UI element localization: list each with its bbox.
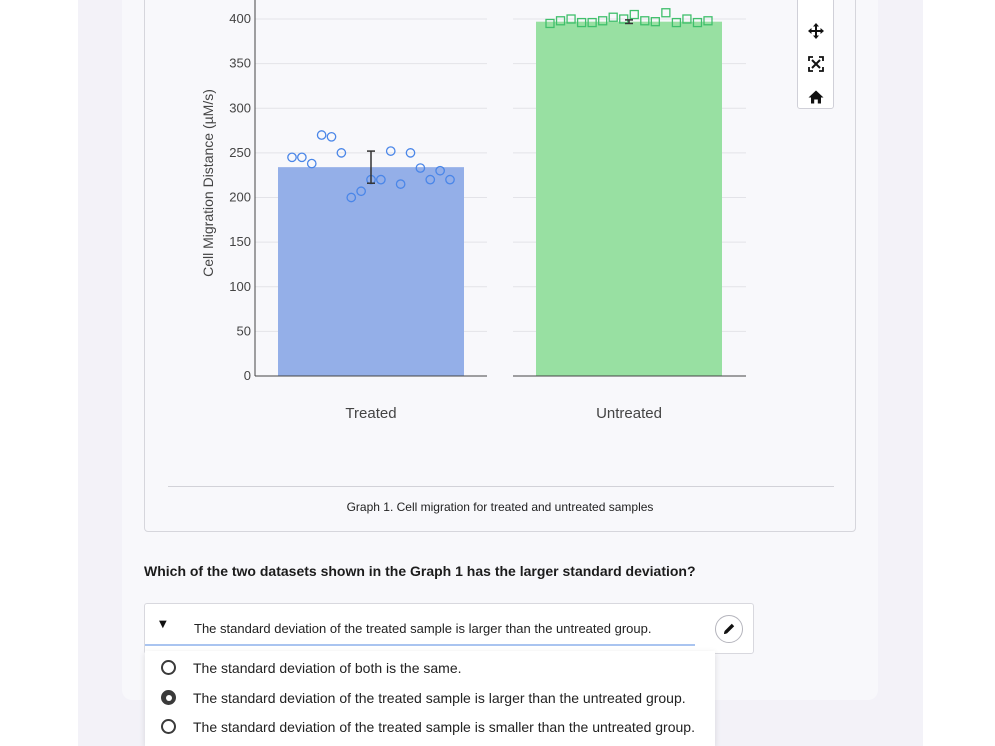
data-point bbox=[445, 174, 455, 185]
data-point bbox=[326, 131, 337, 142]
data-point bbox=[336, 148, 347, 158]
data-point bbox=[435, 165, 445, 176]
data-point bbox=[587, 17, 597, 28]
data-point bbox=[545, 18, 555, 29]
option-label: The standard deviation of both is the sa… bbox=[193, 660, 462, 676]
data-point bbox=[629, 9, 639, 20]
question-text: Which of the two datasets shown in the G… bbox=[144, 563, 696, 579]
data-point bbox=[287, 152, 297, 163]
y-tick-label: 250 bbox=[229, 145, 251, 160]
data-point bbox=[650, 17, 660, 27]
data-point bbox=[385, 146, 396, 156]
answer-select[interactable]: ▼ The standard deviation of the treated … bbox=[145, 604, 695, 646]
data-point bbox=[395, 179, 406, 189]
pan-icon[interactable] bbox=[798, 18, 833, 44]
caption-divider bbox=[168, 486, 834, 487]
option-treated-smaller[interactable]: The standard deviation of the treated sa… bbox=[145, 713, 715, 741]
home-icon[interactable] bbox=[798, 84, 833, 110]
axes: 0 50 100 150 200 250 300 350 400 bbox=[229, 0, 746, 383]
y-tick-label: 300 bbox=[229, 100, 251, 115]
radio-button[interactable] bbox=[161, 660, 176, 675]
data-point bbox=[619, 14, 629, 24]
y-tick-label: 200 bbox=[229, 190, 251, 205]
chart-modebar bbox=[797, 0, 834, 109]
option-label: The standard deviation of the treated sa… bbox=[193, 719, 695, 735]
data-point bbox=[576, 17, 587, 28]
data-point bbox=[598, 16, 608, 26]
graph-caption: Graph 1. Cell migration for treated and … bbox=[346, 500, 654, 514]
autoscale-icon[interactable] bbox=[798, 51, 833, 77]
data-point bbox=[692, 17, 703, 28]
y-tick-label: 100 bbox=[229, 279, 251, 294]
data-point bbox=[415, 163, 426, 173]
option-same[interactable]: The standard deviation of both is the sa… bbox=[145, 654, 715, 682]
data-point bbox=[356, 186, 366, 197]
data-point bbox=[671, 17, 682, 28]
radio-button[interactable] bbox=[161, 719, 176, 734]
bar-untreated bbox=[536, 21, 722, 377]
data-point bbox=[661, 8, 671, 18]
option-label: The standard deviation of the treated sa… bbox=[193, 690, 686, 706]
data-point bbox=[297, 152, 307, 163]
answer-options: The standard deviation of both is the sa… bbox=[145, 651, 715, 746]
edit-button[interactable] bbox=[715, 615, 743, 643]
bar-treated bbox=[278, 167, 464, 376]
y-tick-label: 350 bbox=[229, 56, 251, 71]
selected-answer: The standard deviation of the treated sa… bbox=[194, 621, 652, 636]
y-axis-label: Cell Migration Distance (µM/s) bbox=[200, 89, 216, 277]
graph-card bbox=[144, 0, 856, 532]
data-point bbox=[425, 174, 436, 185]
data-point bbox=[566, 14, 576, 24]
data-point bbox=[405, 148, 416, 158]
data-point bbox=[316, 130, 327, 140]
data-point bbox=[703, 16, 713, 26]
data-point bbox=[682, 14, 692, 24]
pencil-icon bbox=[724, 623, 735, 634]
data-point bbox=[376, 174, 386, 185]
chart: 0 50 100 150 200 250 300 350 400 Cell Migration … bbox=[200, 0, 746, 422]
data-point bbox=[306, 158, 317, 169]
data-points bbox=[287, 8, 713, 203]
data-point bbox=[608, 12, 618, 22]
radio-button-checked[interactable] bbox=[161, 690, 176, 705]
option-treated-larger[interactable]: The standard deviation of the treated sa… bbox=[145, 684, 715, 712]
data-point bbox=[640, 16, 650, 26]
y-tick-label: 400 bbox=[229, 11, 251, 26]
y-tick-label: 0 bbox=[244, 368, 251, 383]
data-point bbox=[346, 192, 357, 203]
x-label-untreated: Untreated bbox=[596, 405, 662, 422]
zoom-icon[interactable] bbox=[798, 0, 833, 1]
data-point bbox=[555, 16, 566, 26]
y-tick-label: 50 bbox=[237, 323, 251, 338]
answer-box: ▼ The standard deviation of the treated … bbox=[144, 603, 754, 654]
bars bbox=[278, 21, 722, 377]
x-label-treated: Treated bbox=[345, 405, 396, 422]
caret-down-icon: ▼ bbox=[159, 619, 167, 630]
y-tick-label: 150 bbox=[229, 234, 251, 249]
